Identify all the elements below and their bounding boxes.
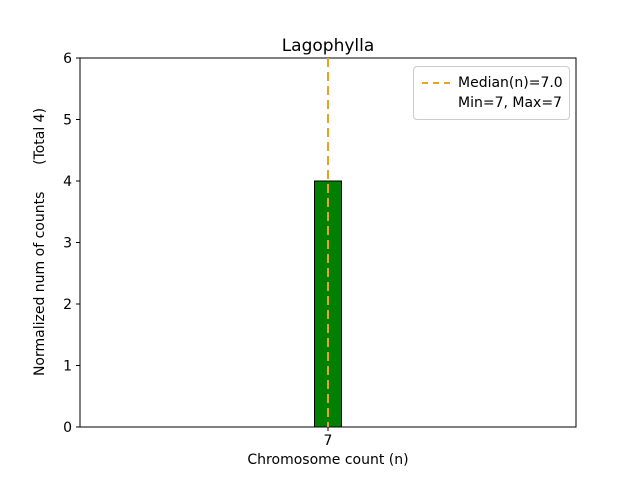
y-tick-label: 3	[63, 236, 72, 252]
x-tick-label: 7	[324, 433, 333, 449]
legend-minmax-label: Min=7, Max=7	[458, 95, 562, 111]
median-dashed-line-sample	[422, 82, 450, 84]
y-tick-label: 6	[63, 51, 72, 67]
y-tick-label: 2	[63, 297, 72, 313]
legend-median-label: Median(n)=7.0	[458, 75, 563, 91]
legend: Median(n)=7.0 Min=7, Max=7	[413, 66, 570, 120]
legend-entry-minmax: Min=7, Max=7	[422, 93, 562, 113]
legend-entry-median: Median(n)=7.0	[422, 73, 563, 93]
y-tick-label: 4	[63, 174, 72, 190]
chart-title: Lagophylla	[281, 36, 375, 56]
y-tick-label: 1	[63, 359, 72, 375]
y-tick-label: 5	[63, 113, 72, 129]
y-tick-label: 0	[63, 420, 72, 436]
x-axis-label: Chromosome count (n)	[247, 452, 409, 468]
